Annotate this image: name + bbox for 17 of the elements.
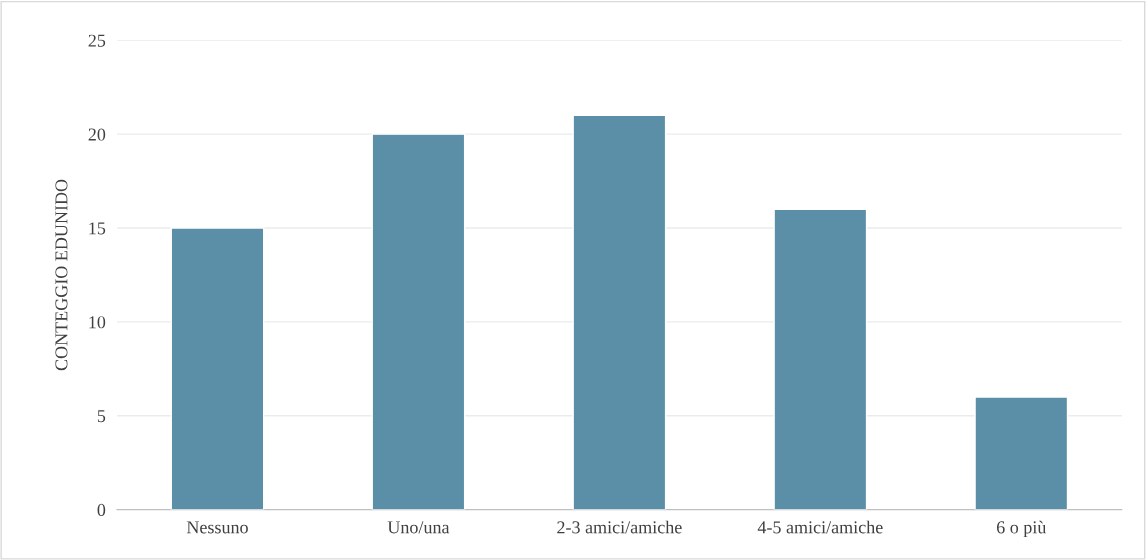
x-tick-label: 6 o più bbox=[996, 520, 1047, 538]
bar bbox=[170, 227, 265, 510]
y-tick-label: 15 bbox=[89, 222, 106, 235]
y-tick-label: 0 bbox=[97, 503, 106, 517]
y-tick-label: 10 bbox=[89, 316, 106, 329]
x-tick-label: 4-5 amici/amiche bbox=[757, 520, 883, 534]
bar bbox=[773, 208, 868, 510]
x-tick-label: Nessuno bbox=[186, 521, 248, 534]
y-axis-title: CONTEGGIO EDUNIDO bbox=[55, 179, 68, 371]
bar bbox=[572, 114, 667, 510]
x-tick-label: 2-3 amici/amiche bbox=[557, 520, 682, 534]
y-tick-label: 5 bbox=[97, 410, 106, 423]
y-tick-label: 25 bbox=[88, 34, 106, 47]
bar bbox=[371, 133, 466, 510]
y-tick-label: 20 bbox=[88, 128, 106, 141]
x-tick-label: Uno/una bbox=[387, 521, 450, 534]
bar bbox=[974, 396, 1069, 510]
